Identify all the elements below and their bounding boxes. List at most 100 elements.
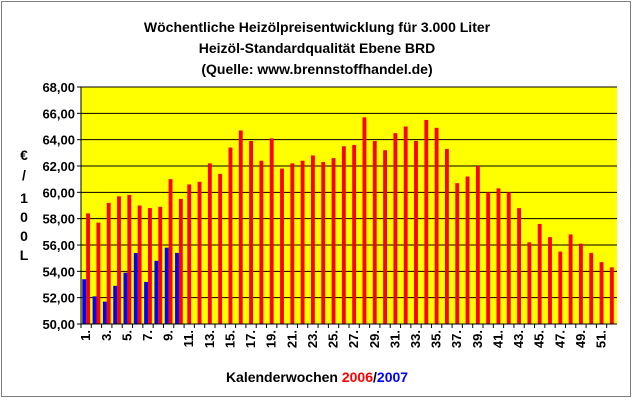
bar-2006-week-9 [168, 179, 173, 324]
bar-2006-week-39 [475, 166, 480, 324]
x-tick-label: 39. [470, 330, 485, 348]
bar-2006-week-6 [137, 205, 142, 324]
y-tick-label: 52,00 [42, 291, 75, 306]
bar-2006-week-25 [331, 158, 336, 324]
bar-2006-week-34 [424, 119, 429, 325]
chart-title-line-1: Wöchentliche Heizölpreisentwicklung für … [143, 19, 491, 35]
bar-2006-week-28 [362, 117, 367, 325]
y-axis-label-char: L [20, 247, 29, 263]
bar-2006-week-32 [403, 126, 408, 324]
bar-2006-week-33 [414, 140, 418, 324]
x-axis-label: Kalenderwochen 2006/2007 [0, 369, 634, 385]
y-tick-label: 62,00 [42, 159, 75, 174]
x-tick-label: 35. [429, 330, 444, 348]
x-axis-label-text: Kalenderwochen [225, 369, 342, 385]
bar-2007-week-10 [175, 252, 179, 324]
x-tick-label: 21. [284, 330, 299, 348]
bar-2006-week-19 [269, 138, 274, 324]
y-axis-label-char: 0 [20, 209, 28, 225]
bar-2006-week-50 [589, 252, 594, 324]
bar-2006-week-42 [506, 192, 511, 324]
y-axis-label-char: 0 [20, 228, 28, 244]
x-tick-label: 15. [222, 330, 237, 348]
bar-2006-week-15 [228, 147, 233, 324]
bar-2006-week-3 [106, 202, 111, 324]
bar-2006-week-44 [527, 242, 532, 324]
x-tick-label: 9. [161, 330, 176, 341]
bar-2006-week-11 [187, 184, 192, 324]
bar-2006-week-17 [249, 140, 254, 324]
chart-title-line-2: Heizöl-Standardqualität Ebene BRD [198, 40, 436, 56]
bar-2006-week-41 [496, 188, 501, 324]
bar-2006-week-51 [599, 262, 604, 324]
bar-2007-week-5 [123, 272, 128, 324]
chart-title-line-3: (Quelle: www.brennstoffhandel.de) [201, 61, 433, 77]
bar-2006-week-27 [352, 144, 357, 324]
x-tick-label: 5. [119, 330, 134, 341]
x-tick-label: 23. [305, 330, 320, 348]
y-tick-label: 66,00 [42, 106, 75, 121]
x-axis-label-separator: / [373, 369, 377, 385]
bar-2006-week-38 [465, 176, 470, 324]
bar-2006-week-43 [517, 208, 522, 324]
y-tick-label: 54,00 [42, 264, 75, 279]
x-tick-label: 13. [202, 330, 217, 348]
bar-2006-week-24 [321, 162, 326, 324]
bar-2006-week-37 [455, 183, 460, 324]
bar-2006-week-46 [548, 237, 552, 324]
bar-2007-week-4 [113, 285, 118, 324]
x-tick-label: 41. [490, 330, 505, 348]
bar-2006-week-14 [218, 173, 223, 324]
x-tick-label: 47. [552, 330, 567, 348]
bar-2007-week-7 [144, 281, 148, 324]
bar-2006-week-40 [486, 192, 491, 324]
x-tick-label: 3. [99, 330, 114, 341]
x-tick-label: 29. [367, 330, 382, 348]
bar-2006-week-35 [434, 127, 439, 324]
y-tick-label: 60,00 [42, 185, 75, 200]
x-tick-label: 51. [594, 330, 609, 348]
x-tick-label: 37. [449, 330, 464, 348]
bar-2007-week-2 [92, 296, 97, 324]
bar-2006-week-30 [383, 150, 388, 324]
x-tick-label: 19. [264, 330, 279, 348]
y-tick-label: 64,00 [42, 133, 75, 148]
bar-2006-week-7 [148, 208, 152, 324]
bar-2006-week-2 [96, 222, 101, 324]
bar-2006-week-10 [178, 198, 183, 324]
bar-2006-week-12 [197, 181, 202, 324]
y-tick-label: 68,00 [42, 80, 75, 95]
bar-2006-week-48 [568, 234, 573, 324]
bar-2006-week-23 [310, 155, 315, 324]
y-tick-label: 50,00 [42, 317, 75, 332]
bar-2006-week-22 [300, 160, 305, 324]
bar-2006-week-8 [158, 206, 163, 324]
x-tick-label: 33. [408, 330, 423, 348]
y-axis-label-char: € [20, 147, 28, 163]
bar-2006-week-20 [280, 168, 284, 324]
x-tick-label: 17. [243, 330, 258, 348]
y-tick-label: 56,00 [42, 238, 75, 253]
x-axis-label-year-2006: 2006 [341, 369, 374, 385]
x-tick-label: 25. [326, 330, 341, 348]
bar-2006-week-52 [609, 267, 614, 324]
x-tick-label: 45. [532, 330, 547, 348]
y-axis-label-char: / [22, 167, 26, 183]
bar-2007-week-1 [82, 279, 87, 324]
x-tick-label: 11. [181, 330, 196, 347]
bar-2006-week-13 [207, 163, 212, 324]
bar-2006-week-4 [117, 196, 121, 324]
y-axis-label-char: 1 [20, 190, 28, 206]
bar-2006-week-1 [86, 213, 91, 324]
y-tick-label: 58,00 [42, 212, 75, 227]
bar-2006-week-18 [259, 160, 264, 324]
bar-2007-week-9 [164, 247, 169, 324]
bar-2006-week-5 [127, 194, 132, 324]
x-axis-label-year-2007: 2007 [376, 369, 409, 385]
x-tick-label: 43. [511, 330, 526, 348]
bar-2006-week-49 [578, 243, 583, 324]
bar-2007-week-6 [133, 252, 138, 324]
bar-2006-week-31 [393, 133, 398, 324]
bar-2006-week-47 [558, 251, 563, 324]
